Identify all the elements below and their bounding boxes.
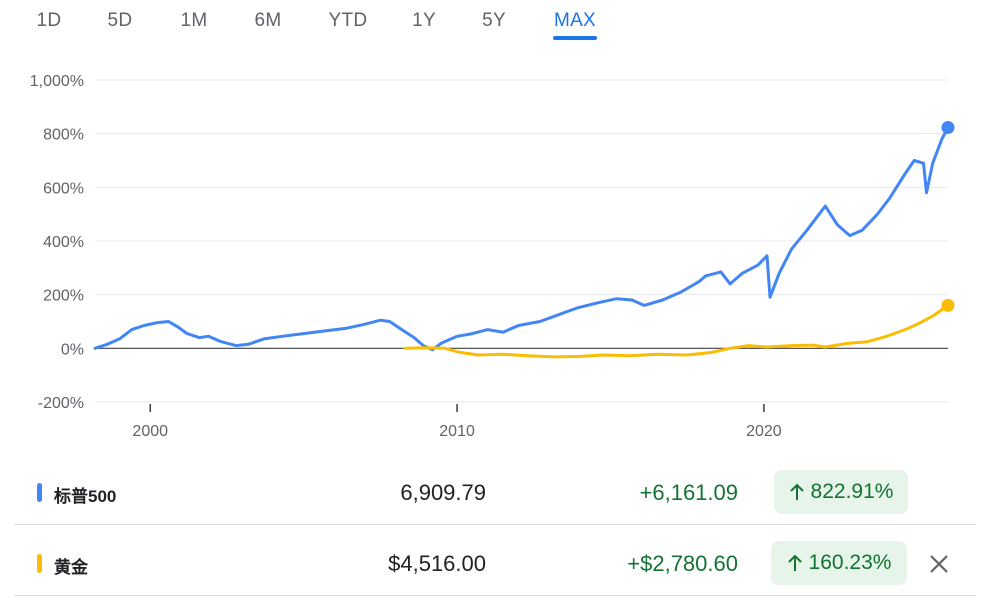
- tab-max[interactable]: MAX: [553, 10, 597, 31]
- sp500-series-line: [93, 126, 950, 352]
- arrow-up-icon: [787, 554, 802, 571]
- y-tick-label: 600%: [43, 180, 84, 197]
- quote-price: $4,516.00: [388, 551, 486, 576]
- series-color-swatch: [37, 483, 42, 502]
- tab-5d[interactable]: 5D: [107, 10, 133, 31]
- y-tick-label: -200%: [38, 395, 84, 412]
- quote-row-gold[interactable]: 黄金 $4,516.00 +$2,780.60 160.23%: [14, 531, 976, 596]
- y-tick-label: 0%: [61, 341, 84, 358]
- quote-change: +6,161.09: [639, 480, 738, 505]
- sp500-endpoint-marker: [941, 120, 955, 134]
- percent-change-value: 822.91%: [810, 480, 894, 503]
- quote-price: 6,909.79: [400, 480, 486, 505]
- arrow-up-icon: [789, 483, 804, 500]
- quote-name: 黄金: [54, 558, 88, 577]
- y-tick-label: 800%: [43, 127, 84, 144]
- x-tick-label: 2000: [132, 423, 168, 440]
- y-tick-label: 200%: [43, 288, 84, 305]
- tab-1y[interactable]: 1Y: [412, 10, 436, 31]
- y-tick-label: 1,000%: [30, 73, 84, 90]
- gold-series-line: [403, 303, 950, 359]
- percent-change-badge: 822.91%: [774, 470, 908, 514]
- active-tab-indicator: [553, 36, 597, 40]
- series-color-swatch: [37, 554, 42, 573]
- percent-change-value: 160.23%: [808, 551, 892, 574]
- tab-1m[interactable]: 1M: [180, 10, 208, 31]
- quote-row-sp500[interactable]: 标普500 6,909.79 +6,161.09 822.91%: [14, 460, 976, 525]
- close-icon[interactable]: [928, 553, 950, 575]
- x-tick-label: 2020: [746, 423, 782, 440]
- range-tabs: 1D 5D 1M 6M YTD 1Y 5Y MAX: [0, 0, 1000, 48]
- tab-ytd[interactable]: YTD: [328, 10, 368, 31]
- percent-change-badge: 160.23%: [771, 541, 907, 585]
- gold-endpoint-marker: [941, 298, 955, 312]
- y-tick-label: 400%: [43, 234, 84, 251]
- quote-change: +$2,780.60: [627, 551, 738, 576]
- quote-name: 标普500: [54, 487, 117, 506]
- tab-6m[interactable]: 6M: [254, 10, 282, 31]
- tab-1d[interactable]: 1D: [36, 10, 62, 31]
- tab-5y[interactable]: 5Y: [482, 10, 506, 31]
- x-tick-label: 2010: [439, 423, 475, 440]
- comparison-chart[interactable]: 1,000% 800% 600% 400% 200% 0% -200% 2000 2010 202…: [0, 50, 1000, 445]
